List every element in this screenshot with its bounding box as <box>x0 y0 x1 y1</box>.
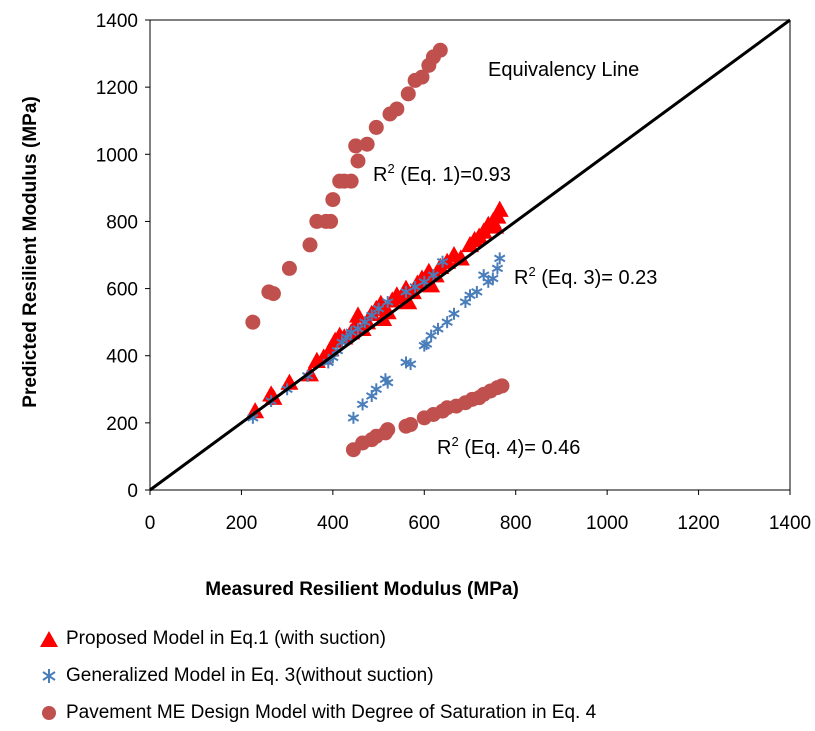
data-point-triangle <box>486 217 505 234</box>
x-tick-labels: 0 200 400 600 800 1000 1200 1400 <box>145 513 811 534</box>
legend: Proposed Model in Eq.1 (with suction) Ge… <box>38 620 596 731</box>
y-tick-label: 800 <box>106 212 138 233</box>
data-point-circle <box>325 192 341 208</box>
x-tick-label: 200 <box>226 513 258 534</box>
y-tick-label: 600 <box>106 280 138 301</box>
data-point-circle <box>343 173 359 189</box>
data-point-circle <box>368 119 384 135</box>
data-point-triangle <box>490 200 509 217</box>
legend-label-proposed-model: Proposed Model in Eq.1 (with suction) <box>66 627 386 649</box>
data-point-star <box>404 358 417 371</box>
data-point-star <box>400 285 412 298</box>
y-tick-label: 200 <box>106 414 138 435</box>
data-point-star <box>427 269 440 282</box>
data-point-triangle <box>451 249 470 266</box>
series-circle <box>245 42 510 458</box>
data-point-star <box>491 262 504 275</box>
y-tick-label: 400 <box>106 347 138 368</box>
legend-item-proposed-model: Proposed Model in Eq.1 (with suction) <box>38 620 596 657</box>
data-point-star <box>471 285 483 298</box>
x-axis-title: Measured Resilient Modulus (MPa) <box>205 579 519 600</box>
y-axis-title: Predicted Resilient Modulus (MPa) <box>20 96 41 407</box>
y-tick-labels: 0 200 400 600 800 1000 1200 1400 <box>96 11 138 502</box>
data-point-star <box>409 280 421 293</box>
data-point-star <box>370 383 383 396</box>
x-tick-label: 0 <box>145 513 156 534</box>
x-tick-label: 800 <box>500 513 532 534</box>
blue-star-icon <box>42 668 56 683</box>
y-tick-label: 1200 <box>96 78 138 99</box>
x-tick-label: 600 <box>408 513 440 534</box>
data-point-circle <box>389 101 405 117</box>
data-point-circle <box>403 417 419 433</box>
data-point-star <box>347 411 360 424</box>
r2-annotation-eq3: R2 (Eq. 3)= 0.23 <box>514 264 657 289</box>
x-tick-label: 1400 <box>769 513 811 534</box>
data-point-star <box>365 309 378 322</box>
data-point-circle <box>245 314 261 330</box>
data-point-triangle <box>349 306 367 323</box>
equivalency-line-label: Equivalency Line <box>488 59 639 81</box>
x-tick-label: 1200 <box>677 513 719 534</box>
data-point-star <box>381 376 394 389</box>
data-point-star <box>448 307 460 320</box>
data-point-star <box>432 322 444 335</box>
y-tick-label: 1400 <box>96 11 138 32</box>
chart: 0 200 400 600 800 1000 1200 1400 0 200 400 600 800 1… <box>20 11 811 600</box>
red-triangle-icon <box>40 630 58 647</box>
y-tick-label: 0 <box>127 481 138 502</box>
data-point-circle <box>414 69 430 85</box>
data-point-star <box>418 275 431 288</box>
r2-annotation-eq4: R2 (Eq. 4)= 0.46 <box>437 434 580 459</box>
data-point-circle <box>265 286 281 302</box>
data-point-star <box>441 316 453 329</box>
data-point-star <box>352 322 364 335</box>
data-point-circle <box>359 136 375 152</box>
data-point-circle <box>350 153 366 169</box>
data-point-star <box>336 336 348 349</box>
data-point-circle <box>400 86 416 102</box>
x-tick-label: 1000 <box>586 513 628 534</box>
legend-label-pavement-me-model: Pavement ME Design Model with Degree of … <box>66 701 597 723</box>
data-point-circle <box>494 378 510 394</box>
legend-item-generalized-model: Generalized Model in Eq. 3(without sucti… <box>38 657 596 694</box>
data-point-triangle <box>378 303 397 320</box>
red-circle-icon <box>42 705 56 720</box>
data-point-star <box>436 255 449 268</box>
data-point-star <box>487 272 499 285</box>
y-tick-label: 1000 <box>96 145 138 166</box>
data-point-star <box>425 329 437 342</box>
data-point-circle <box>281 260 297 276</box>
data-point-star <box>420 337 433 350</box>
data-point-star <box>381 296 394 308</box>
data-point-circle <box>380 422 396 438</box>
legend-item-pavement-me-model: Pavement ME Design Model with Degree of … <box>38 694 596 731</box>
x-tick-label: 400 <box>317 513 349 534</box>
data-point-star <box>356 398 369 411</box>
data-point-circle <box>432 42 448 58</box>
data-point-circle <box>348 138 364 154</box>
legend-label-generalized-model: Generalized Model in Eq. 3(without sucti… <box>66 664 434 686</box>
r2-annotation-eq1: R2 (Eq. 1)=0.93 <box>373 161 511 186</box>
data-point-star <box>493 252 506 265</box>
equivalency-line <box>149 18 791 492</box>
data-point-star <box>372 302 385 315</box>
tick-marks <box>145 19 791 495</box>
data-point-star <box>359 316 371 329</box>
series-layer <box>245 42 510 458</box>
data-point-star <box>340 331 353 344</box>
data-point-circle <box>302 237 318 253</box>
data-point-circle <box>323 213 339 229</box>
